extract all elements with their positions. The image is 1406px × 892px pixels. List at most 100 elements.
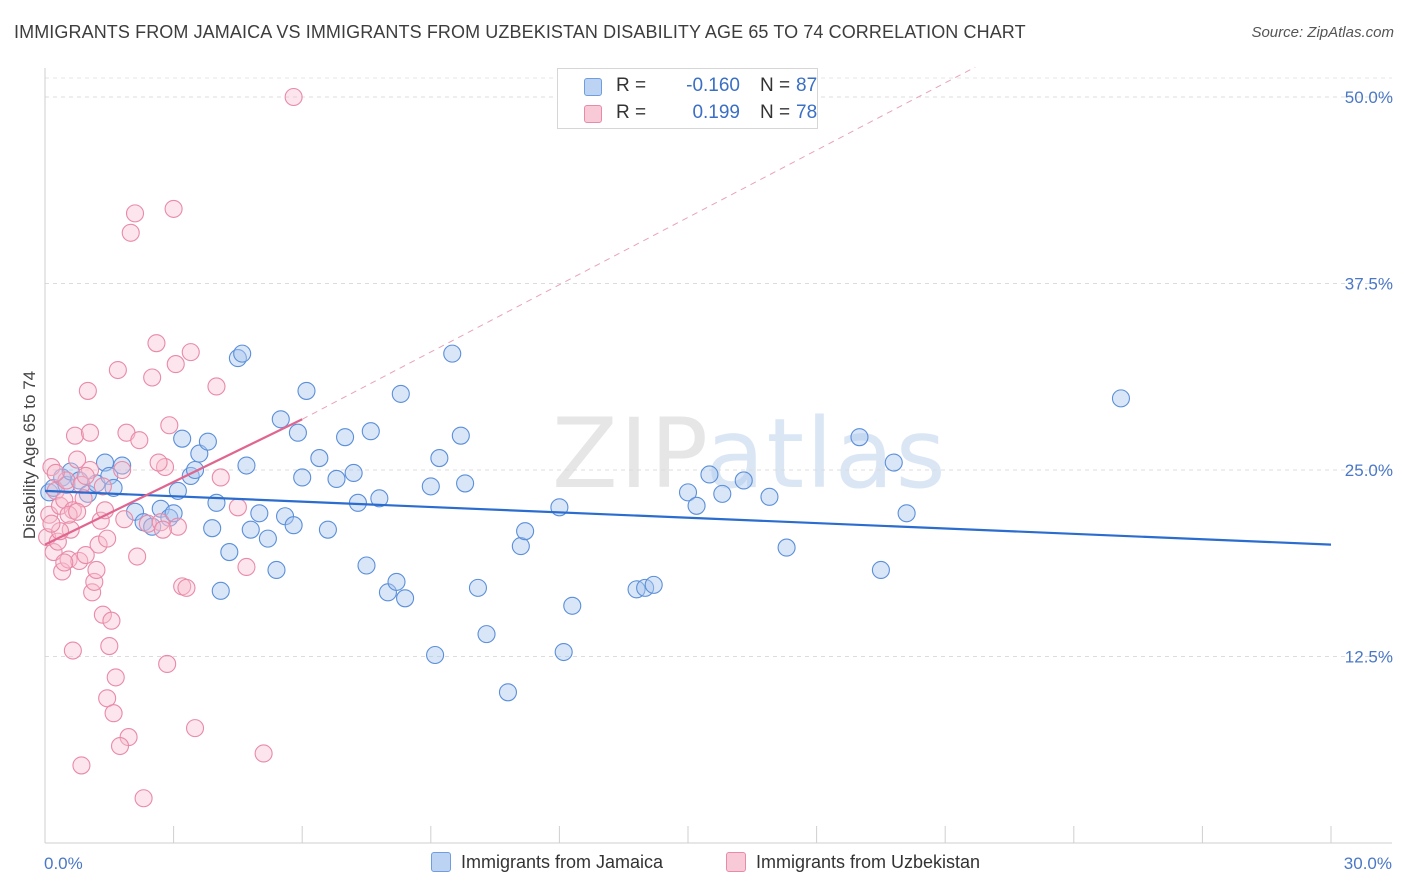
jamaica-point xyxy=(168,481,187,500)
jamaica-point xyxy=(516,522,535,541)
uzbekistan-point xyxy=(108,360,127,380)
jamaica-point xyxy=(700,465,719,484)
jamaica-point xyxy=(327,469,346,489)
jamaica-point xyxy=(344,463,363,483)
uzbekistan-point xyxy=(115,510,134,529)
legend-n-label: N = xyxy=(760,75,791,96)
legend-r-value: 0.199 xyxy=(692,102,740,123)
uzbekistan-legend-swatch xyxy=(726,852,746,872)
jamaica-point xyxy=(477,625,496,644)
uzbekistan-point xyxy=(102,611,121,630)
jamaica-point xyxy=(396,589,415,608)
uzbekistan-point xyxy=(207,377,226,396)
trend-lines xyxy=(44,66,1332,546)
tick-labels: 12.5% 25.0% 37.5% 50.0% 0.0% 30.0% xyxy=(44,88,1393,873)
jamaica-point xyxy=(185,460,205,480)
legend-n-value: 78 xyxy=(796,102,818,123)
uzbekistan-point xyxy=(65,426,85,445)
jamaica-point xyxy=(734,471,753,490)
uzbekistan-point xyxy=(80,423,100,442)
jamaica-point xyxy=(267,560,286,580)
uzbekistan-point xyxy=(125,204,145,223)
jamaica-point xyxy=(897,504,916,523)
uzbekistan-point xyxy=(100,637,119,656)
bottom-legend-uzbekistan: Immigrants from Uzbekistan xyxy=(726,852,980,873)
jamaica-point xyxy=(451,426,470,445)
uzbekistan-point xyxy=(72,756,91,775)
uzbekistan-point xyxy=(106,668,125,687)
jamaica-point xyxy=(468,578,488,597)
jamaica-point xyxy=(687,496,706,515)
y-tick-label: 50.0% xyxy=(1345,88,1393,107)
axes xyxy=(44,68,1392,844)
jamaica-legend-swatch xyxy=(431,852,451,872)
uzbekistan-trend-line xyxy=(44,418,303,546)
jamaica-point xyxy=(258,529,277,548)
uzbekistan-point xyxy=(181,343,200,362)
stats-legend: R = -0.160 N = 87 R = 0.199 N = 78 xyxy=(557,68,818,129)
jamaica-point xyxy=(336,428,355,447)
y-tick-label: 12.5% xyxy=(1345,648,1393,667)
uzbekistan-point xyxy=(128,547,147,566)
jamaica-point xyxy=(713,484,732,503)
uzbekistan-point xyxy=(55,553,74,572)
jamaica-trend-line xyxy=(44,489,1332,546)
uzbekistan-point xyxy=(177,578,196,597)
x-tick-label: 30.0% xyxy=(1344,854,1392,873)
y-tick-label: 25.0% xyxy=(1345,461,1393,480)
jamaica-point xyxy=(443,344,462,363)
uzbekistan-point xyxy=(158,654,177,674)
bottom-legend-jamaica: Immigrants from Jamaica xyxy=(431,852,663,873)
jamaica-point xyxy=(498,683,518,702)
legend-r-label: R = xyxy=(616,102,647,123)
uzbekistan-point xyxy=(185,719,205,738)
jamaica-point xyxy=(1111,389,1131,408)
uzbekistan-point xyxy=(147,334,166,353)
uzbekistan-legend-label: Immigrants from Uzbekistan xyxy=(756,852,981,872)
jamaica-point xyxy=(554,642,573,662)
jamaica-point xyxy=(237,456,256,475)
jamaica-point xyxy=(357,556,376,575)
uzbekistan-point xyxy=(78,381,97,400)
uzbekistan-point xyxy=(93,477,112,496)
uzbekistan-point xyxy=(284,87,303,107)
uzbekistan-point xyxy=(76,466,95,486)
uzbekistan-point xyxy=(68,502,87,521)
jamaica-point xyxy=(293,468,312,487)
jamaica-point xyxy=(777,538,796,557)
jamaica-point xyxy=(421,477,440,496)
uzbekistan-point xyxy=(87,560,106,580)
jamaica-point xyxy=(370,489,389,508)
jamaica-point xyxy=(288,423,307,442)
uzbekistan-point xyxy=(76,545,95,565)
jamaica-point xyxy=(95,453,115,472)
uzbekistan-point xyxy=(164,199,183,218)
uzbekistan-point xyxy=(121,223,140,242)
uzbekistan-swatch xyxy=(584,105,602,123)
uzbekistan-point xyxy=(46,463,65,483)
jamaica-point xyxy=(318,520,337,539)
jamaica-swatch xyxy=(584,78,602,96)
uzbekistan-point xyxy=(68,450,87,469)
uzbekistan-point xyxy=(160,416,179,435)
uzbekistan-point xyxy=(153,520,172,539)
jamaica-point xyxy=(271,410,290,429)
chart-title: IMMIGRANTS FROM JAMAICA VS IMMIGRANTS FR… xyxy=(14,22,1026,42)
jamaica-point xyxy=(387,572,406,591)
legend-n-value: 87 xyxy=(796,75,818,96)
jamaica-point xyxy=(361,422,380,441)
uzbekistan-point xyxy=(254,744,273,763)
jamaica-point xyxy=(173,429,192,448)
jamaica-point xyxy=(871,560,890,580)
jamaica-point xyxy=(430,449,449,468)
jamaica-point xyxy=(511,537,530,556)
uzbekistan-point xyxy=(104,704,123,723)
jamaica-point xyxy=(164,504,183,523)
legend-r-value: -0.160 xyxy=(686,75,740,96)
jamaica-point xyxy=(563,596,582,615)
jamaica-legend-label: Immigrants from Jamaica xyxy=(461,852,664,872)
uzbekistan-point xyxy=(110,736,130,756)
jamaica-point xyxy=(678,483,698,502)
uzbekistan-point xyxy=(151,513,170,532)
